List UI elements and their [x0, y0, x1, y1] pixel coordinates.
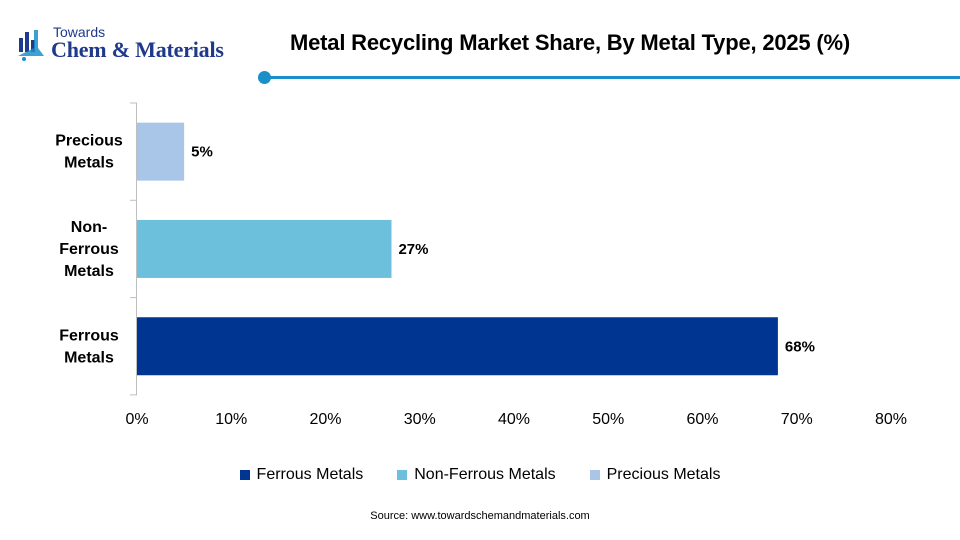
- legend-swatch: [397, 470, 408, 480]
- x-tick-label: 50%: [592, 411, 624, 428]
- x-tick-label: 70%: [781, 411, 813, 428]
- x-tick-label: 0%: [125, 411, 148, 428]
- x-tick-label: 10%: [215, 411, 247, 428]
- legend-item: Non-Ferrous Metals: [397, 466, 556, 484]
- legend-label: Non-Ferrous Metals: [414, 466, 556, 483]
- legend-label: Ferrous Metals: [256, 466, 364, 483]
- bar-non-ferrous-metals: [137, 219, 392, 278]
- y-tick-label: Precious Metals: [55, 133, 123, 172]
- x-tick-label: 40%: [498, 411, 530, 428]
- logo: Towards Chem & Materials: [16, 24, 256, 68]
- bar-precious-metals: [137, 122, 185, 181]
- x-tick-label: 20%: [309, 411, 341, 428]
- legend-swatch: [589, 470, 600, 480]
- y-tick-label: Ferrous Metals: [59, 327, 119, 366]
- data-label: 5%: [191, 144, 213, 161]
- flask-logo-icon: [18, 30, 44, 61]
- logo-brand-text: Chem & Materials: [51, 37, 224, 62]
- legend-item: Ferrous Metals: [239, 466, 364, 484]
- legend-swatch: [239, 470, 250, 480]
- y-tick-label: Non-Ferrous Metals: [59, 219, 119, 280]
- chart-legend: Ferrous Metals Non-Ferrous Metals Precious…: [0, 466, 960, 484]
- x-tick-label: 30%: [404, 411, 436, 428]
- legend-item: Precious Metals: [589, 466, 721, 484]
- data-label: 27%: [398, 241, 428, 258]
- chart-title: Metal Recycling Market Share, By Metal T…: [290, 30, 850, 55]
- x-tick-label: 80%: [875, 411, 907, 428]
- title-rule: [264, 76, 960, 79]
- logo-towards-text: Towards: [53, 24, 106, 40]
- data-label: 68%: [785, 338, 815, 355]
- bar-ferrous-metals: [137, 317, 778, 376]
- source-text: Source: www.towardschemandmaterials.com: [370, 510, 590, 522]
- legend-label: Precious Metals: [606, 466, 721, 483]
- x-tick-label: 60%: [686, 411, 718, 428]
